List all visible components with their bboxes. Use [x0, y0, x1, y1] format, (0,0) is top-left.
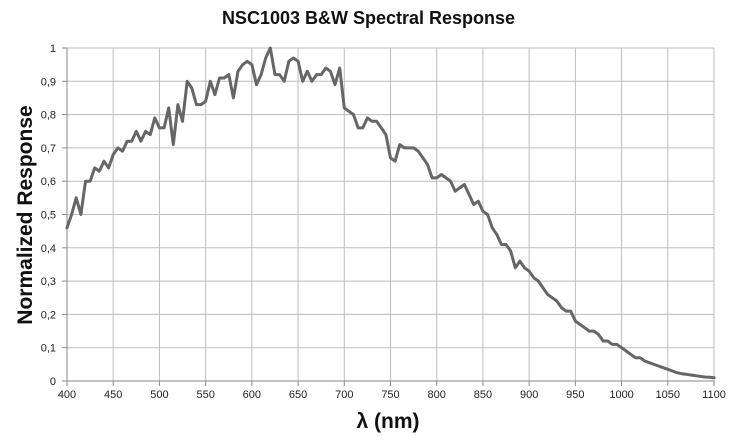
y-tick-label: 0: [50, 376, 56, 388]
y-tick-label: 0,5: [41, 210, 56, 222]
axis-layer: [62, 47, 715, 386]
x-axis-label: λ (nm): [356, 410, 420, 433]
series-layer: [65, 46, 716, 380]
y-tick-label: 1: [50, 43, 56, 55]
tick-label-layer: 400 450 500 550 600 650 700 750 800 850 900 950 1000…: [41, 43, 726, 401]
x-tick-label: 900: [520, 389, 538, 401]
x-tick-label: 400: [58, 389, 76, 401]
x-tick-label: 650: [289, 389, 307, 401]
spectral-response-line: [65, 46, 716, 380]
x-tick-label: 1000: [609, 389, 633, 401]
x-tick-label: 950: [566, 389, 584, 401]
y-tick-label: 0,9: [41, 76, 56, 88]
x-tick-label: 600: [243, 389, 261, 401]
y-tick-label: 0,1: [41, 343, 56, 355]
x-tick-label: 550: [196, 389, 214, 401]
grid-layer: [66, 47, 715, 382]
x-tick-label: 800: [428, 389, 446, 401]
y-tick-label: 0,6: [41, 176, 56, 188]
y-tick-label: 0,3: [41, 276, 56, 288]
x-tick-label: 500: [150, 389, 168, 401]
x-tick-label: 450: [104, 389, 122, 401]
y-tick-label: 0,7: [41, 143, 56, 155]
y-tick-label: 0,4: [41, 243, 56, 255]
x-tick-label: 1100: [702, 389, 726, 401]
y-tick-label: 0,2: [41, 309, 56, 321]
x-tick-label: 700: [335, 389, 353, 401]
chart-title: NSC1003 B&W Spectral Response: [221, 8, 516, 28]
x-tick-label: 1050: [656, 389, 680, 401]
x-tick-label: 750: [381, 389, 399, 401]
y-tick-label: 0,8: [41, 110, 56, 122]
x-tick-label: 850: [474, 389, 492, 401]
